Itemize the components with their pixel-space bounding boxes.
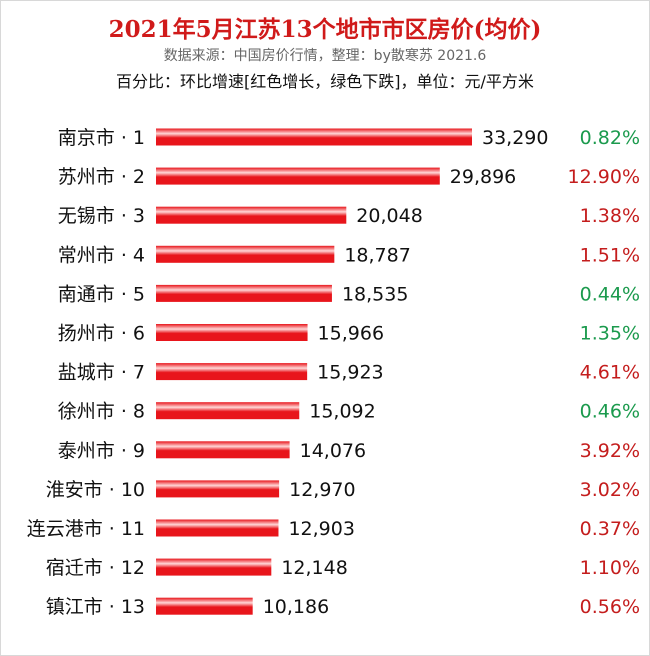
value-label: 20,048 (356, 205, 422, 227)
value-label: 12,903 (288, 518, 354, 540)
value-label: 18,787 (344, 244, 410, 266)
category-label: 南京市 · 1 (58, 127, 145, 149)
category-label: 连云港市 · 11 (27, 518, 145, 540)
bar (156, 167, 440, 185)
growth-label: 4.61% (580, 362, 640, 384)
bar (156, 324, 308, 341)
bar (156, 597, 253, 615)
bar (156, 441, 290, 459)
value-label: 18,535 (342, 283, 408, 305)
bar (156, 480, 280, 498)
value-label: 15,966 (318, 323, 384, 345)
growth-label: 0.56% (580, 596, 640, 618)
category-label: 扬州市 · 6 (58, 323, 145, 345)
bar (156, 519, 279, 537)
growth-label: 0.37% (580, 518, 640, 540)
bar (156, 558, 272, 576)
category-label: 常州市 · 4 (58, 244, 145, 266)
growth-label: 0.44% (580, 283, 640, 305)
category-label: 无锡市 · 3 (58, 205, 145, 227)
bar (156, 206, 347, 224)
category-label: 徐州市 · 8 (58, 401, 145, 423)
growth-label: 1.38% (580, 205, 640, 227)
category-label: 宿迁市 · 12 (46, 557, 145, 579)
growth-label: 3.92% (580, 440, 640, 462)
value-label: 33,290 (482, 127, 548, 149)
bar (156, 363, 308, 381)
growth-label: 3.02% (580, 479, 640, 501)
value-label: 14,076 (300, 440, 366, 462)
bar (156, 128, 472, 146)
growth-label: 1.35% (580, 323, 640, 345)
category-label: 镇江市 · 13 (46, 596, 145, 618)
growth-label: 0.46% (580, 401, 640, 423)
value-label: 29,896 (450, 166, 516, 188)
category-label: 盐城市 · 7 (58, 362, 145, 384)
category-label: 南通市 · 5 (58, 283, 145, 305)
chart-title: 2021年5月江苏13个地市市区房价(均价) (108, 16, 542, 43)
growth-label: 1.51% (580, 244, 640, 266)
value-label: 12,148 (281, 557, 347, 579)
growth-label: 12.90% (568, 166, 640, 188)
bar (156, 402, 300, 420)
chart-subtitle: 数据来源：中国房价行情，整理：by散寒苏 2021.6 (163, 48, 487, 64)
value-label: 10,186 (263, 596, 329, 618)
bar (156, 284, 332, 302)
growth-label: 0.82% (580, 127, 640, 149)
category-label: 泰州市 · 9 (58, 440, 145, 462)
chart-note: 百分比：环比增速[红色增长，绿色下跌]，单位：元/平方米 (116, 72, 534, 91)
bar (156, 245, 335, 263)
category-label: 淮安市 · 10 (46, 479, 145, 501)
value-label: 12,970 (289, 479, 355, 501)
growth-label: 1.10% (580, 557, 640, 579)
value-label: 15,923 (317, 362, 383, 384)
value-label: 15,092 (309, 401, 375, 423)
category-label: 苏州市 · 2 (58, 166, 145, 188)
